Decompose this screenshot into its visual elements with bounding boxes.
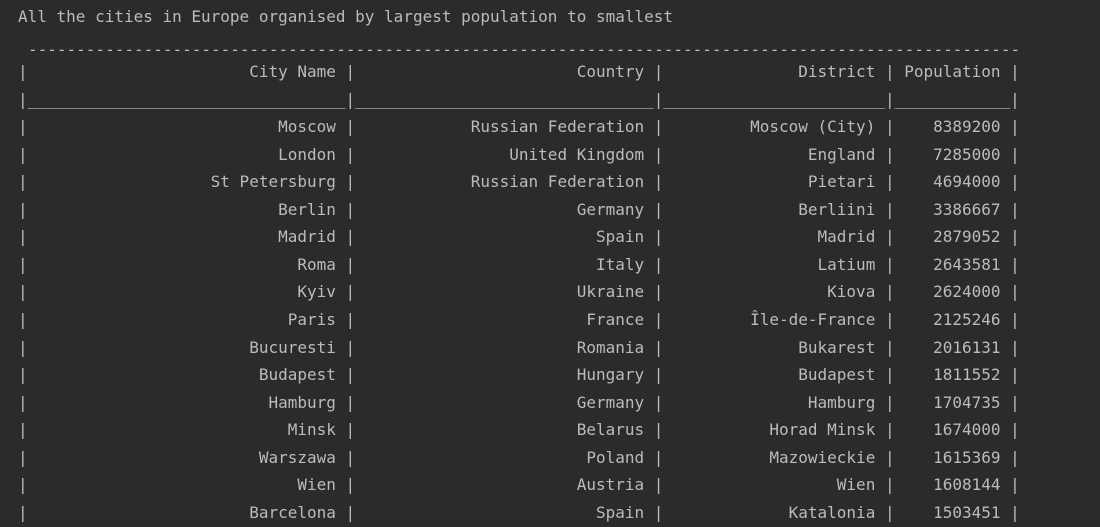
table-row: | Budapest | Hungary | Budapest | 181155… <box>18 365 1020 385</box>
table-header-underline: |_________________________________|_____… <box>18 90 1020 109</box>
table-header-row: | City Name | Country | District | Popul… <box>18 62 1020 81</box>
table-row: | St Petersburg | Russian Federation | P… <box>18 172 1020 192</box>
table-row: | Hamburg | Germany | Hamburg | 1704735 … <box>18 392 1020 412</box>
table-top-border: ----------------------------------------… <box>28 40 1021 59</box>
table-row: | Warszawa | Poland | Mazowieckie | 1615… <box>18 447 1020 467</box>
table-row: | Berlin | Germany | Berliini | 3386667 … <box>18 199 1020 219</box>
table-row: | Barcelona | Spain | Katalonia | 150345… <box>18 502 1020 522</box>
table-row: | Kyiv | Ukraine | Kiova | 2624000 | <box>18 282 1020 302</box>
table-row: | Moscow | Russian Federation | Moscow (… <box>18 117 1020 136</box>
table-row: | Minsk | Belarus | Horad Minsk | 167400… <box>18 420 1020 440</box>
table-row: | Madrid | Spain | Madrid | 2879052 | <box>18 227 1020 247</box>
table-row: | Bucuresti | Romania | Bukarest | 20161… <box>18 337 1020 357</box>
table-row: | London | United Kingdom | England | 72… <box>18 144 1020 164</box>
table-row: | Paris | France | Île-de-France | 21252… <box>18 309 1020 329</box>
table-row: | Wien | Austria | Wien | 1608144 | <box>18 475 1020 495</box>
output-heading: All the cities in Europe organised by la… <box>18 7 674 26</box>
table-row: | Roma | Italy | Latium | 2643581 | <box>18 254 1020 274</box>
